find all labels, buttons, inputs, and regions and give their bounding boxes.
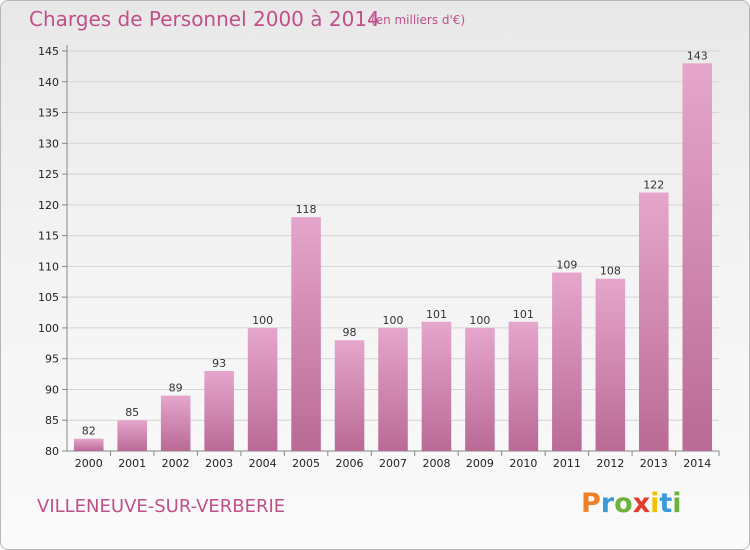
y-tick-label: 80 — [45, 445, 59, 458]
data-label: 100 — [469, 314, 490, 327]
town-name: VILLENEUVE-SUR-VERBERIE — [37, 496, 286, 517]
y-tick-label: 95 — [45, 353, 59, 366]
y-tick-label: 115 — [38, 230, 59, 243]
data-label: 82 — [82, 425, 96, 438]
bar — [508, 321, 539, 451]
bar — [378, 327, 408, 451]
y-tick-label: 140 — [38, 76, 59, 89]
x-tick-label: 2014 — [683, 457, 711, 470]
x-tick-label: 2004 — [249, 457, 277, 470]
y-tick-label: 120 — [38, 199, 59, 212]
data-label: 108 — [600, 265, 621, 278]
x-tick-label: 2010 — [509, 457, 537, 470]
bar — [421, 321, 452, 451]
x-tick-label: 2003 — [205, 457, 233, 470]
y-tick-label: 100 — [38, 322, 59, 335]
y-tick-label: 90 — [45, 383, 59, 396]
x-tick-label: 2012 — [596, 457, 624, 470]
bar — [247, 327, 278, 451]
logo-letter: x — [632, 488, 651, 519]
bar — [639, 192, 669, 452]
bar — [291, 217, 321, 451]
y-tick-label: 130 — [38, 137, 59, 150]
data-label: 100 — [383, 314, 404, 327]
y-tick-label: 145 — [38, 45, 59, 58]
chart-title: Charges de Personnel 2000 à 2014 — [29, 7, 380, 31]
data-label: 118 — [296, 203, 317, 216]
y-tick-label: 105 — [38, 291, 59, 304]
x-tick-label: 2008 — [422, 457, 450, 470]
x-tick-label: 2001 — [118, 457, 146, 470]
bar — [465, 327, 495, 451]
data-label: 85 — [125, 406, 139, 419]
data-label: 89 — [169, 382, 183, 395]
chart-subtitle: (en milliers d'€) — [371, 13, 466, 27]
logo-letter: i — [650, 488, 660, 519]
bar — [682, 63, 713, 452]
data-label: 143 — [687, 49, 708, 62]
x-tick-label: 2006 — [336, 457, 364, 470]
logo-letter: i — [672, 488, 682, 519]
data-label: 101 — [426, 308, 447, 321]
x-tick-label: 2005 — [292, 457, 320, 470]
x-tick-label: 2002 — [162, 457, 190, 470]
data-label: 98 — [343, 326, 357, 339]
y-tick-label: 85 — [45, 414, 59, 427]
bar — [204, 371, 234, 451]
bar — [334, 340, 365, 451]
x-tick-label: 2007 — [379, 457, 407, 470]
bar — [552, 272, 582, 451]
logo-letter: P — [581, 488, 601, 519]
labels: 82 2000 85 2001 89 2002 93 2003 100 2004 118 2005 98… — [75, 49, 712, 470]
data-label: 122 — [643, 179, 664, 192]
y-tick-label: 125 — [38, 168, 59, 181]
data-label: 101 — [513, 308, 534, 321]
logo-letter: o — [614, 488, 633, 519]
bar — [73, 438, 104, 451]
data-label: 100 — [252, 314, 273, 327]
x-tick-label: 2009 — [466, 457, 494, 470]
x-tick-label: 2013 — [640, 457, 668, 470]
x-tick-label: 2011 — [553, 457, 581, 470]
y-tick-label: 135 — [38, 107, 59, 120]
bar — [160, 395, 191, 451]
bar — [595, 278, 626, 451]
data-label: 109 — [556, 259, 577, 272]
proxiti-logo[interactable]: Proxiti — [581, 488, 682, 519]
bars — [73, 63, 713, 452]
y-tick-label: 110 — [38, 260, 59, 273]
logo-letter: t — [659, 488, 673, 519]
logo-letter: r — [600, 488, 615, 519]
data-label: 93 — [212, 357, 226, 370]
bar — [117, 420, 147, 451]
x-tick-label: 2000 — [75, 457, 103, 470]
